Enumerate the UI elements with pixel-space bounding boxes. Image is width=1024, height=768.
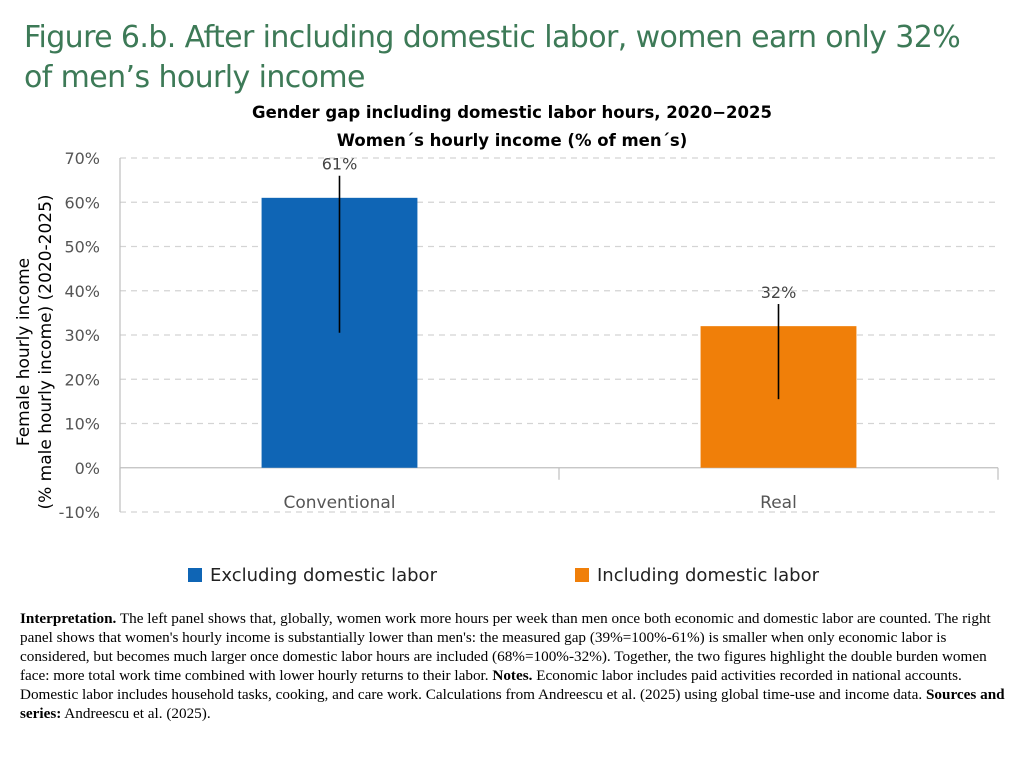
legend-item-including: Including domestic labor <box>575 563 819 587</box>
legend-label-excluding: Excluding domestic labor <box>210 564 437 586</box>
data-label: 32% <box>761 283 797 302</box>
sources-text: Andreescu et al. (2025). <box>61 705 211 722</box>
legend-item-excluding: Excluding domestic labor <box>188 563 437 587</box>
y-tick-label: 30% <box>64 326 100 345</box>
chart-title: Gender gap including domestic labor hour… <box>252 103 772 122</box>
notes-label: Notes. <box>492 667 533 684</box>
y-tick-label: 60% <box>64 193 100 212</box>
y-tick-label: 20% <box>64 370 100 389</box>
labels: 70% 60% 50% 40% 30% 20% 10% 0% -10% Conventional 6… <box>59 149 797 522</box>
x-category-label: Real <box>760 493 797 513</box>
y-tick-label: -10% <box>59 503 100 522</box>
x-category-label: Conventional <box>283 493 395 513</box>
interpretation-notes: Interpretation. The left panel shows tha… <box>20 609 1008 723</box>
gridlines <box>120 157 998 513</box>
legend-swatch-including <box>575 568 589 582</box>
bars <box>261 197 857 468</box>
figure-title: Figure 6.b. After including domestic lab… <box>24 20 961 95</box>
bar-chart: 70% 60% 50% 40% 30% 20% 10% 0% -10% Conventional 6… <box>14 149 999 522</box>
data-label: 61% <box>322 155 358 174</box>
y-tick-label: 0% <box>75 459 100 478</box>
y-tick-label: 50% <box>64 238 100 257</box>
interpretation-text: The left panel shows that, globally, wom… <box>20 610 991 684</box>
sources-label: Sources and series: <box>20 686 1005 722</box>
error-bars <box>338 175 780 400</box>
notes-text: Economic labor includes paid activities … <box>20 667 962 703</box>
y-axis-label-line1: Female hourly income <box>14 258 34 446</box>
y-axis-label-line2: (% male hourly income) (2020-2025) <box>36 194 56 509</box>
chart-subtitle: Women´s hourly income (% of men´s) <box>336 131 688 150</box>
y-tick-label: 10% <box>64 415 100 434</box>
interpretation-label: Interpretation. <box>20 610 117 627</box>
y-tick-label: 70% <box>64 149 100 168</box>
legend-label-including: Including domestic labor <box>597 564 819 586</box>
axes <box>119 158 999 512</box>
legend-swatch-excluding <box>188 568 202 582</box>
y-tick-label: 40% <box>64 282 100 301</box>
